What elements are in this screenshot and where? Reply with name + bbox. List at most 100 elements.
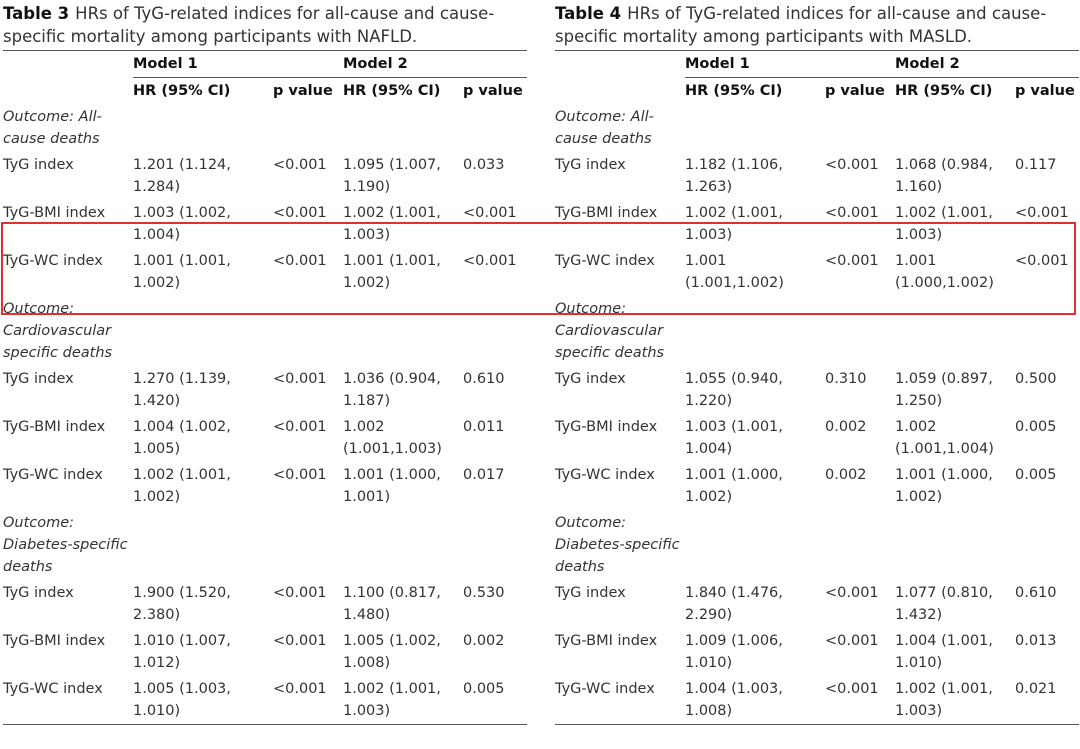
data-row: TyG-BMI index 1.002 (1.001, 1.003) <0.001 1… xyxy=(555,200,1079,248)
outcome-row: Outcome: Diabetes-specific deaths xyxy=(555,510,1079,580)
cell: <0.001 xyxy=(273,467,327,483)
data-row: TyG-BMI index 1.003 (1.001, 1.004) 0.002 1.… xyxy=(555,414,1079,462)
cell: <0.001 xyxy=(273,585,327,601)
data-row: TyG-WC index 1.002 (1.001, 1.002) <0.001 1.… xyxy=(3,462,527,510)
group-header: Model 1 xyxy=(133,51,343,78)
cell: 1.001 (1.001, 1.002) xyxy=(133,253,231,291)
data-row: TyG-BMI index 1.003 (1.002, 1.004) <0.001 1… xyxy=(3,200,527,248)
cell: <0.001 xyxy=(825,205,879,221)
cell: 0.002 xyxy=(463,633,505,649)
cell: TyG-WC index xyxy=(555,253,655,269)
cell: TyG-BMI index xyxy=(555,205,658,221)
cell: 1.004 (1.002, 1.005) xyxy=(133,419,231,457)
cell: 0.002 xyxy=(825,419,867,435)
cell: 0.530 xyxy=(463,585,505,601)
outcome-row: Outcome: All-cause deaths xyxy=(555,104,1079,152)
highlight-box xyxy=(1,222,1076,315)
cell: 1.002 (1.001,1.003) xyxy=(343,419,442,457)
cell: 1.001 (1.000, 1.002) xyxy=(895,467,993,505)
cell: 1.270 (1.139, 1.420) xyxy=(133,371,231,409)
cell xyxy=(555,51,685,78)
cell: TyG index xyxy=(3,157,74,173)
cell: TyG-WC index xyxy=(555,467,655,483)
cell: 0.002 xyxy=(825,467,867,483)
data-row: TyG index 1.201 (1.124, 1.284) <0.001 1.095… xyxy=(3,152,527,200)
group-header: Model 2 xyxy=(343,51,527,78)
cell: TyG index xyxy=(555,157,626,173)
cell: 1.036 (0.904, 1.187) xyxy=(343,371,441,409)
data-row: TyG index 1.182 (1.106, 1.263) <0.001 1.068… xyxy=(555,152,1079,200)
outcome-label: Outcome: Cardiovascular specific deaths xyxy=(3,301,113,361)
column-header: p value xyxy=(1015,83,1075,99)
data-table: Model 1 Model 2 HR (95% CI) p value HR (95% … xyxy=(555,51,1079,725)
data-row: TyG index 1.840 (1.476, 2.290) <0.001 1.077… xyxy=(555,580,1079,628)
cell: 0.017 xyxy=(463,467,505,483)
cell: <0.001 xyxy=(825,157,879,173)
cell: TyG-BMI index xyxy=(3,205,106,221)
cell: TyG-WC index xyxy=(3,253,103,269)
cell: <0.001 xyxy=(273,253,327,269)
data-row: TyG-WC index 1.001 (1.001,1.002) <0.001 1.0… xyxy=(555,248,1079,296)
data-row: TyG index 1.270 (1.139, 1.420) <0.001 1.036… xyxy=(3,366,527,414)
cell: <0.001 xyxy=(463,253,517,269)
cell: 0.011 xyxy=(463,419,505,435)
outcome-label: Outcome: Diabetes-specific deaths xyxy=(555,515,680,575)
cell: <0.001 xyxy=(1015,253,1069,269)
cell xyxy=(3,78,133,105)
cell: 1.005 (1.002, 1.008) xyxy=(343,633,441,671)
cell: 1.055 (0.940, 1.220) xyxy=(685,371,783,409)
cell: 1.009 (1.006, 1.010) xyxy=(685,633,783,671)
column-header: p value xyxy=(463,83,523,99)
group-row: Model 1 Model 2 xyxy=(555,51,1079,78)
data-row: TyG index 1.055 (0.940, 1.220) 0.310 1.059 … xyxy=(555,366,1079,414)
column-header: HR (95% CI) xyxy=(343,83,441,99)
data-row: TyG-WC index 1.001 (1.001, 1.002) <0.001 1.… xyxy=(3,248,527,296)
cell: 1.010 (1.007, 1.012) xyxy=(133,633,231,671)
data-row: TyG-WC index 1.005 (1.003, 1.010) <0.001 1.… xyxy=(3,676,527,725)
cell: 0.500 xyxy=(1015,371,1057,387)
cell: 1.001 (1.000,1.002) xyxy=(895,253,994,291)
table-block: Table 3 HRs of TyG-related indices for al… xyxy=(3,2,527,725)
caption-text: HRs of TyG-related indices for all-cause… xyxy=(3,4,495,46)
cell: 0.021 xyxy=(1015,676,1079,725)
cell: TyG-WC index xyxy=(3,467,103,483)
header-row: HR (95% CI) p value HR (95% CI) p value xyxy=(555,78,1079,105)
cell: 0.610 xyxy=(1015,585,1057,601)
cell: TyG-BMI index xyxy=(3,633,106,649)
cell: 1.002 (1.001, 1.003) xyxy=(343,205,441,243)
data-row: TyG-WC index 1.001 (1.000, 1.002) 0.002 1.0… xyxy=(555,462,1079,510)
group-row: Model 1 Model 2 xyxy=(3,51,527,78)
table-label: Table 3 xyxy=(3,4,70,23)
cell xyxy=(555,78,685,105)
data-row: TyG-BMI index 1.009 (1.006, 1.010) <0.001 1… xyxy=(555,628,1079,676)
cell: <0.001 xyxy=(273,633,327,649)
data-row: TyG-BMI index 1.010 (1.007, 1.012) <0.001 1… xyxy=(3,628,527,676)
cell: 1.001 (1.001,1.002) xyxy=(685,253,784,291)
cell: <0.001 xyxy=(463,205,517,221)
header-row: HR (95% CI) p value HR (95% CI) p value xyxy=(3,78,527,105)
cell xyxy=(3,51,133,78)
cell: 1.005 (1.003, 1.010) xyxy=(133,676,273,725)
cell: 1.100 (0.817, 1.480) xyxy=(343,585,441,623)
cell: 1.004 (1.003, 1.008) xyxy=(685,676,825,725)
outcome-label: Outcome: All-cause deaths xyxy=(3,109,102,147)
outcome-row: Outcome: Cardiovascular specific deaths xyxy=(3,296,527,366)
outcome-row: Outcome: Cardiovascular specific deaths xyxy=(555,296,1079,366)
cell: <0.001 xyxy=(273,371,327,387)
cell: 1.002 (1.001, 1.003) xyxy=(895,205,993,243)
cell: 1.004 (1.001, 1.010) xyxy=(895,633,993,671)
cell: TyG index xyxy=(3,371,74,387)
cell: <0.001 xyxy=(1015,205,1069,221)
outcome-label: Outcome: Cardiovascular specific deaths xyxy=(555,301,665,361)
table-block: Table 4 HRs of TyG-related indices for al… xyxy=(555,2,1079,725)
cell: 1.002 (1.001, 1.002) xyxy=(133,467,231,505)
cell: 1.002 (1.001,1.004) xyxy=(895,419,994,457)
cell: 0.013 xyxy=(1015,633,1057,649)
cell: TyG-BMI index xyxy=(3,419,106,435)
cell: 1.201 (1.124, 1.284) xyxy=(133,157,231,195)
group-header: Model 2 xyxy=(895,51,1079,78)
outcome-row: Outcome: All-cause deaths xyxy=(3,104,527,152)
cell: TyG index xyxy=(555,585,626,601)
cell: 1.001 (1.000, 1.002) xyxy=(685,467,783,505)
